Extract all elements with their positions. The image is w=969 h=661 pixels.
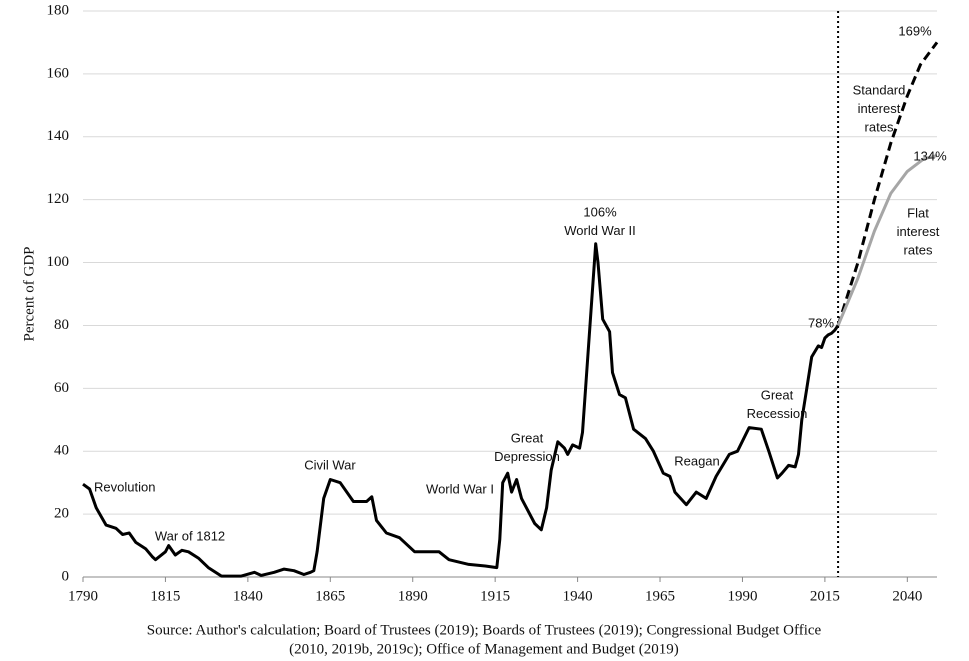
source-note: Source: Author's calculation; Board of T… [147,622,822,638]
annotation: Civil War [304,457,356,472]
annotation: Great [761,387,794,402]
annotation: 106% [583,204,617,219]
annotation: 134% [913,148,947,163]
annotation: Recession [747,406,808,421]
line-series [836,154,938,326]
y-tick-label: 120 [47,191,70,207]
annotation: 78% [808,315,834,330]
annotation: Reagan [674,453,720,468]
y-tick-label: 20 [54,506,69,522]
annotation: Revolution [94,479,155,494]
y-tick-label: 100 [47,254,70,270]
annotation: World War II [564,223,636,238]
y-tick-label: 40 [54,443,69,459]
y-tick-label: 180 [47,2,70,18]
annotation: interest [897,224,940,239]
annotation: Depression [494,449,560,464]
y-tick-label: 60 [54,380,69,396]
annotation: 169% [898,23,932,38]
x-tick-label: 1940 [563,588,593,604]
x-tick-label: 1915 [480,588,510,604]
annotation: Flat [907,205,929,220]
x-tick-label: 1890 [398,588,428,604]
x-tick-label: 2015 [810,588,840,604]
x-tick-label: 1965 [645,588,675,604]
annotation: War of 1812 [155,528,225,543]
y-axis-label: Percent of GDP [21,247,37,342]
x-tick-label: 1865 [315,588,345,604]
x-tick-label: 1815 [150,588,180,604]
annotation: World War I [426,481,494,496]
y-tick-label: 140 [47,128,70,144]
x-tick-label: 1990 [727,588,757,604]
x-tick-label: 1840 [233,588,263,604]
y-tick-label: 160 [47,65,70,81]
annotation: rates [865,119,894,134]
line-series [82,242,840,578]
annotation: interest [858,101,901,116]
annotation: Great [511,430,544,445]
y-tick-label: 0 [62,568,70,584]
x-tick-label: 1790 [68,588,98,604]
x-tick-label: 2040 [892,588,922,604]
annotation: rates [904,242,933,257]
y-tick-label: 80 [54,317,69,333]
source-note: (2010, 2019b, 2019c); Office of Manageme… [289,641,679,657]
line-series [836,41,939,326]
annotation: Standard [853,82,906,97]
